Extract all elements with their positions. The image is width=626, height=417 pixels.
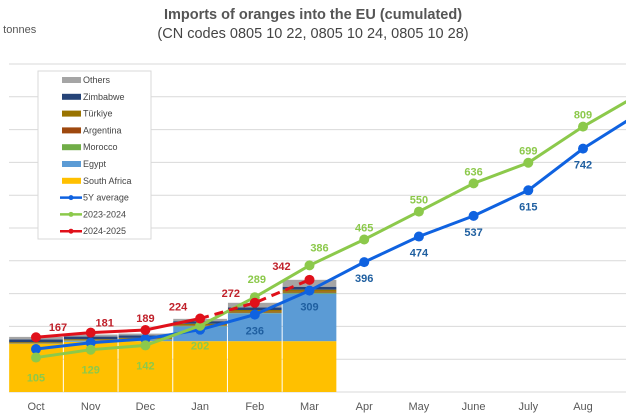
- point-2023-2024: [578, 121, 588, 132]
- legend-label: 2024-2025: [83, 226, 126, 236]
- data-label-5y-average: 615: [519, 201, 537, 213]
- data-label-5y-average: 474: [410, 248, 429, 260]
- point-2023-2024: [195, 320, 206, 331]
- point-2023-2024: [468, 178, 479, 189]
- line-2023-2024: [35, 100, 626, 360]
- legend-marker: [68, 195, 74, 201]
- legend-label: 5Y average: [83, 193, 129, 203]
- point-5y-average: [31, 344, 41, 355]
- point-2023-2024: [140, 340, 151, 351]
- data-label-2024-2025: 224: [169, 302, 188, 314]
- legend-label: Others: [83, 75, 111, 85]
- legend-label: South Africa: [83, 176, 132, 186]
- data-label-2023-2024: 129: [82, 365, 100, 377]
- x-tick-label: May: [409, 401, 430, 413]
- legend-box: [37, 70, 152, 240]
- x-tick-label: Feb: [245, 401, 264, 413]
- point-2023-2024: [304, 260, 315, 271]
- data-label-2023-2024: 809: [574, 110, 592, 122]
- data-label-2023-2024: 202: [191, 341, 209, 353]
- data-label-5y-average: 236: [246, 326, 264, 338]
- point-2023-2024: [523, 157, 534, 168]
- point-2023-2024: [31, 352, 41, 363]
- data-label-2024-2025: 167: [49, 322, 67, 334]
- legend-swatch: [62, 77, 81, 83]
- data-label-2024-2025: 189: [136, 313, 154, 325]
- bar-south-africa: [282, 341, 337, 392]
- x-tick-label: Jan: [191, 401, 209, 413]
- legend-label: Türkiye: [83, 109, 113, 119]
- x-tick-label: Oct: [27, 401, 44, 413]
- x-tick-label: Mar: [300, 401, 319, 413]
- point-2024-2025: [85, 327, 96, 338]
- legend-marker: [68, 211, 74, 217]
- point-5y-average: [413, 231, 424, 242]
- x-tick-label: Dec: [136, 401, 156, 413]
- legend-swatch: [62, 127, 81, 134]
- x-tick-label: June: [462, 401, 486, 413]
- data-label-2023-2024: 105: [27, 373, 45, 385]
- point-5y-average: [85, 337, 96, 348]
- legend-swatch: [62, 110, 81, 117]
- bar-south-africa: [173, 341, 227, 392]
- line-5y-average: [35, 119, 626, 351]
- point-2024-2025: [249, 297, 260, 308]
- point-5y-average: [249, 309, 260, 320]
- x-tick-label: Aug: [573, 401, 593, 413]
- point-2023-2024: [359, 234, 370, 245]
- legend-marker: [68, 228, 74, 234]
- data-label-2023-2024: 142: [136, 360, 154, 372]
- data-label-2023-2024: 289: [248, 274, 266, 286]
- x-tick-label: Apr: [356, 401, 373, 413]
- data-label-2024-2025: 272: [222, 288, 240, 300]
- legend-swatch: [62, 144, 81, 151]
- bar-south-africa: [227, 341, 282, 392]
- point-5y-average: [523, 185, 534, 196]
- data-label-5y-average: 309: [300, 302, 318, 314]
- data-label-2023-2024: 636: [464, 166, 482, 178]
- bar-t-rkiye: [9, 342, 63, 344]
- data-label-2024-2025: 342: [272, 261, 290, 273]
- x-tick-label: July: [519, 401, 539, 413]
- data-label-2023-2024: 550: [410, 195, 428, 207]
- point-2024-2025: [31, 332, 41, 343]
- data-label-2024-2025: 181: [96, 318, 114, 330]
- data-label-5y-average: 537: [464, 227, 482, 239]
- point-2024-2025: [195, 313, 206, 324]
- data-label-5y-average: 742: [574, 160, 592, 172]
- point-2023-2024: [413, 206, 424, 217]
- legend-label: Zimbabwe: [83, 92, 125, 102]
- y-axis-unit: 0 tonnes: [0, 24, 37, 36]
- data-label-2023-2024: 465: [355, 222, 373, 234]
- point-5y-average: [359, 257, 370, 268]
- line-2024-2025: [35, 317, 201, 339]
- x-tick-label: Nov: [81, 401, 101, 413]
- legend-swatch: [62, 177, 81, 184]
- data-label-2023-2024: 699: [519, 146, 537, 158]
- point-2023-2024: [85, 344, 96, 355]
- data-label-5y-average: 396: [355, 273, 373, 285]
- bar-egypt: [282, 293, 337, 342]
- legend: Others Zimbabwe Türkiye Argentina Morocco Egy…: [37, 70, 152, 240]
- chart-title: Imports of oranges into the EU (cumulate…: [163, 7, 463, 23]
- legend-swatch: [62, 161, 81, 167]
- point-5y-average: [468, 210, 479, 221]
- point-2024-2025: [140, 325, 151, 336]
- legend-label: 2023-2024: [83, 209, 126, 219]
- point-5y-average: [578, 143, 588, 154]
- bar-zimbabwe: [227, 307, 282, 310]
- legend-swatch: [62, 93, 81, 100]
- legend-label: Egypt: [83, 159, 107, 169]
- chart-subtitle: (CN codes 0805 10 22, 0805 10 24, 0805 1…: [157, 26, 469, 42]
- line-2024-2025-dashed: [199, 278, 311, 320]
- data-label-2023-2024: 386: [310, 242, 328, 254]
- point-5y-average: [304, 285, 315, 296]
- legend-label: Argentina: [83, 125, 122, 135]
- legend-label: Morocco: [83, 142, 118, 152]
- point-2024-2025: [304, 274, 315, 285]
